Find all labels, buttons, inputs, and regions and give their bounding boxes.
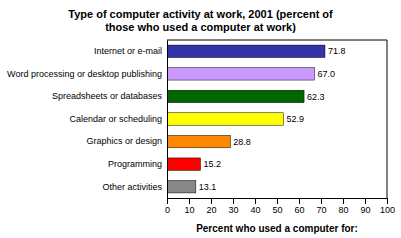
x-tick-label: 80	[338, 205, 348, 215]
data-label: 52.9	[286, 114, 304, 124]
bars	[167, 45, 325, 193]
y-tick-label: Other activities	[102, 182, 162, 192]
x-tick: 20	[206, 198, 216, 215]
x-tick-label: 40	[250, 205, 260, 215]
x-tick-label: 0	[165, 205, 170, 215]
x-tick-label: 70	[316, 205, 326, 215]
x-tick: 70	[316, 198, 326, 215]
y-tick-label: Programming	[108, 159, 162, 169]
data-label: 15.2	[203, 159, 221, 169]
x-axis: 0 10 20 30 40 50 60 70 80 90 100	[165, 198, 395, 215]
x-tick-mark	[233, 198, 234, 204]
y-tick: Calendar or scheduling	[69, 114, 162, 124]
bar	[167, 158, 200, 170]
x-tick-mark	[211, 198, 212, 204]
data-label: 71.8	[328, 46, 346, 56]
x-axis-line	[168, 199, 388, 205]
x-tick-mark	[387, 198, 388, 204]
y-tick: Graphics or design	[86, 136, 162, 146]
bar	[167, 90, 304, 102]
y-tick: Internet or e-mail	[94, 46, 162, 56]
y-tick: Spreadsheets or databases	[52, 91, 163, 101]
title: Type of computer activity at work, 2001 …	[68, 8, 333, 33]
bar	[167, 68, 314, 80]
y-tick-label: Graphics or design	[86, 136, 162, 146]
y-axis-line	[167, 41, 168, 199]
y-tick: Other activities	[102, 182, 162, 192]
x-tick-mark	[277, 198, 278, 204]
x-tick: 10	[184, 198, 194, 215]
x-tick-label: 100	[380, 205, 395, 215]
x-tick-label: 60	[294, 205, 304, 215]
x-tick: 50	[272, 198, 282, 215]
data-labels: 71.8 67.0 62.3 52.9 28.8 15.2 13.1	[199, 46, 346, 191]
data-label: 13.1	[199, 182, 217, 192]
x-tick-label: 20	[206, 205, 216, 215]
x-tick: 0	[165, 198, 170, 215]
x-tick-mark	[167, 198, 168, 204]
x-tick-mark	[189, 198, 190, 204]
data-label: 67.0	[317, 69, 335, 79]
plot: 0 10 20 30 40 50 60 70 80 90 100 Internet or e-mail…	[7, 40, 395, 215]
bar	[167, 113, 283, 125]
chart: Type of computer activity at work, 2001 …	[0, 0, 401, 238]
x-tick: 100	[380, 198, 395, 215]
x-tick: 30	[228, 198, 238, 215]
data-label: 28.8	[233, 137, 251, 147]
y-tick-label: Calendar or scheduling	[69, 114, 162, 124]
x-tick-label: 10	[184, 205, 194, 215]
x-axis-title: Percent who used a computer for:	[196, 223, 358, 234]
bar	[167, 135, 230, 147]
bar	[167, 45, 325, 57]
y-tick-label: Internet or e-mail	[94, 46, 162, 56]
frame	[387, 40, 388, 198]
x-tick-label: 90	[360, 205, 370, 215]
x-tick-mark	[343, 198, 344, 204]
x-tick: 80	[338, 198, 348, 215]
y-tick-label: Spreadsheets or databases	[52, 91, 163, 101]
x-tick-mark	[299, 198, 300, 204]
y-tick: Word processing or desktop publishing	[7, 69, 162, 79]
x-tick-mark	[365, 198, 366, 204]
y-axis: Internet or e-mail Word processing or des…	[7, 41, 167, 199]
x-tick-label: 30	[228, 205, 238, 215]
x-tick: 60	[294, 198, 304, 215]
y-tick: Programming	[108, 159, 162, 169]
x-tick-label: 50	[272, 205, 282, 215]
data-label: 62.3	[307, 92, 325, 102]
frame	[167, 40, 387, 41]
x-tick: 90	[360, 198, 370, 215]
bar	[167, 181, 196, 193]
x-tick-mark	[255, 198, 256, 204]
x-tick-mark	[321, 198, 322, 204]
x-tick: 40	[250, 198, 260, 215]
y-tick-label: Word processing or desktop publishing	[7, 69, 162, 79]
